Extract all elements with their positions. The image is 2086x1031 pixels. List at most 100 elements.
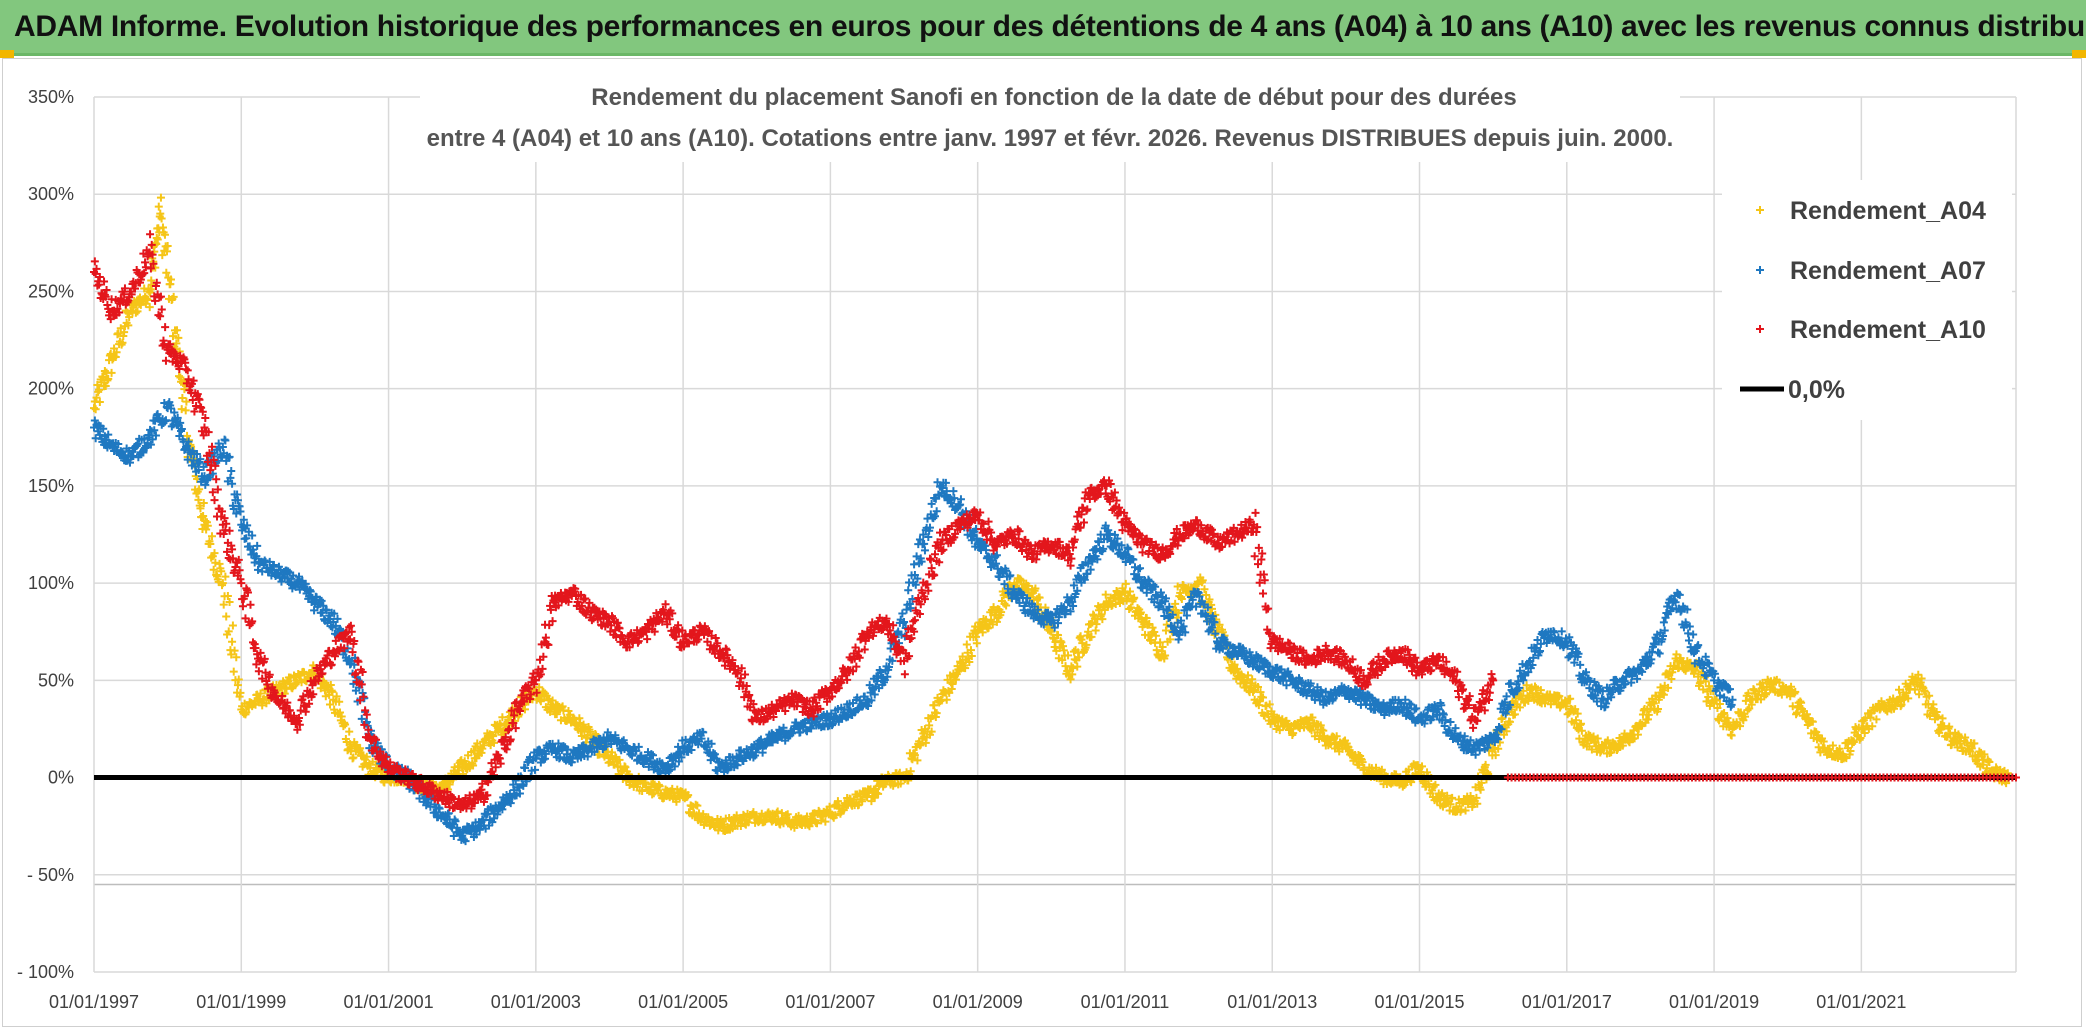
- point-rendement-a04: [219, 600, 228, 609]
- point-rendement-a04: [684, 791, 693, 800]
- point-rendement-a04: [615, 755, 624, 764]
- point-rendement-a04: [535, 683, 544, 692]
- point-rendement-a04: [362, 752, 371, 761]
- point-rendement-a04: [813, 819, 822, 828]
- point-rendement-a04: [336, 708, 345, 717]
- point-rendement-a04: [586, 727, 595, 736]
- point-rendement-a04: [228, 637, 237, 646]
- point-rendement-a04: [157, 214, 166, 223]
- point-rendement-a04: [156, 193, 165, 202]
- point-rendement-a04: [158, 251, 167, 260]
- x-tick-label: 01/01/2005: [638, 992, 728, 1012]
- point-rendement-a10: [183, 366, 192, 375]
- point-rendement-a04: [672, 797, 681, 806]
- y-tick-label: 50%: [38, 670, 74, 690]
- point-rendement-a04: [229, 667, 238, 676]
- point-rendement-a04: [154, 202, 163, 211]
- point-rendement-a04: [498, 713, 507, 722]
- point-rendement-a04: [218, 581, 227, 590]
- point-rendement-a04: [600, 752, 609, 761]
- point-rendement-a04: [199, 498, 208, 507]
- point-rendement-a04: [181, 406, 190, 415]
- point-rendement-a04: [153, 235, 162, 244]
- point-rendement-a04: [1727, 731, 1736, 740]
- point-rendement-a04: [337, 712, 346, 721]
- point-rendement-a04: [693, 801, 702, 810]
- x-tick-label: 01/01/2009: [933, 992, 1023, 1012]
- point-rendement-a04: [178, 393, 187, 402]
- point-rendement-a04: [1002, 601, 1011, 610]
- point-rendement-a04: [783, 810, 792, 819]
- y-tick-label: 0%: [48, 768, 74, 788]
- point-rendement-a04: [346, 740, 355, 749]
- point-rendement-a04: [177, 405, 186, 414]
- point-rendement-a04: [831, 811, 840, 820]
- x-tick-label: 01/01/2015: [1374, 992, 1464, 1012]
- point-rendement-a04: [862, 792, 871, 800]
- point-rendement-a10: [254, 667, 263, 676]
- point-rendement-a04: [607, 748, 616, 757]
- point-rendement-a04: [927, 727, 936, 736]
- y-tick-label: 250%: [28, 281, 74, 301]
- point-rendement-a04: [328, 687, 337, 696]
- x-tick-label: 01/01/2017: [1522, 992, 1612, 1012]
- x-axis-labels: 01/01/1997 01/01/1999 01/01/2001 01/01/2003…: [49, 992, 1906, 1012]
- point-rendement-a07: [949, 487, 958, 496]
- point-rendement-a04: [210, 549, 219, 558]
- point-rendement-a04: [277, 683, 286, 692]
- point-rendement-a04: [232, 653, 241, 662]
- point-rendement-a04: [112, 348, 121, 357]
- point-rendement-a04: [225, 598, 234, 607]
- x-tick-label: 01/01/1997: [49, 992, 139, 1012]
- point-rendement-a04: [349, 753, 358, 762]
- point-rendement-a04: [234, 675, 243, 684]
- point-rendement-a04: [146, 285, 155, 294]
- y-tick-label: 200%: [28, 379, 74, 399]
- point-rendement-a04: [162, 268, 171, 277]
- point-rendement-a04: [228, 621, 237, 630]
- point-rendement-a04: [874, 789, 883, 798]
- y-tick-label: - 50%: [27, 865, 74, 885]
- point-rendement-a04: [223, 592, 232, 600]
- point-rendement-a04: [124, 321, 133, 330]
- point-rendement-a04: [152, 233, 161, 242]
- data-points: [90, 193, 2013, 846]
- x-tick-label: 01/01/2001: [344, 992, 434, 1012]
- point-rendement-a10: [90, 257, 99, 266]
- banner-title: ADAM Informe. Evolution historique des p…: [14, 9, 2086, 43]
- corner-marker-left: [0, 50, 14, 58]
- point-rendement-a04: [454, 766, 463, 775]
- x-tick-label: 01/01/2021: [1816, 992, 1906, 1012]
- point-rendement-a04: [942, 695, 951, 704]
- point-rendement-a04: [175, 372, 184, 381]
- point-rendement-a04: [221, 572, 230, 581]
- point-rendement-a04: [224, 627, 233, 636]
- point-rendement-a04: [207, 532, 216, 541]
- point-rendement-a04: [114, 329, 123, 338]
- point-rendement-a07: [910, 560, 919, 569]
- point-rendement-a04: [962, 640, 971, 649]
- point-rendement-a04: [209, 565, 218, 574]
- point-rendement-a07: [227, 466, 236, 475]
- point-rendement-a04: [916, 740, 925, 749]
- x-tick-label: 01/01/2003: [491, 992, 581, 1012]
- point-rendement-a04: [95, 398, 104, 407]
- point-rendement-a04: [106, 350, 115, 359]
- y-axis-labels: - 100%- 50%0%50%100%150%200%250%300%350%: [17, 87, 74, 982]
- corner-marker-right: [2072, 50, 2086, 58]
- point-rendement-a07: [1654, 648, 1663, 657]
- point-rendement-a04: [655, 782, 664, 791]
- point-rendement-a04: [1872, 715, 1881, 724]
- point-rendement-a04: [173, 326, 182, 335]
- point-rendement-a04: [174, 333, 183, 342]
- point-rendement-a04: [356, 744, 365, 753]
- point-rendement-a04: [145, 303, 154, 312]
- point-rendement-a04: [125, 313, 134, 322]
- point-rendement-a04: [163, 241, 172, 250]
- point-rendement-a04: [1125, 587, 1134, 596]
- point-rendement-a04: [552, 710, 561, 719]
- x-tick-label: 01/01/2007: [785, 992, 875, 1012]
- point-rendement-a04: [256, 689, 265, 698]
- point-rendement-a04: [194, 495, 203, 504]
- x-tick-label: 01/01/1999: [196, 992, 286, 1012]
